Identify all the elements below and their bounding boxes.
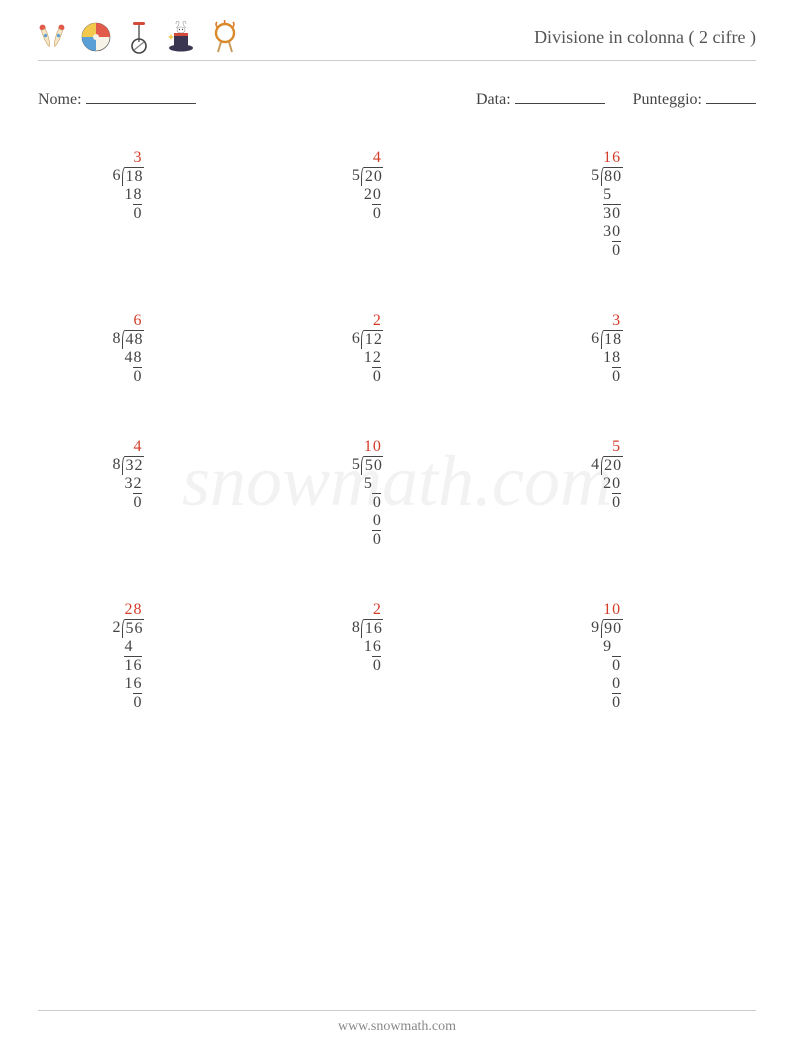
divisor: 5 [347,167,361,186]
division-problem: 2816160 [277,601,516,712]
division-problem: 3618180 [517,312,756,386]
divisor: 8 [108,330,122,349]
date-label: Data: [476,89,605,109]
score-label: Punteggio: [633,89,756,109]
date-label-text: Data: [476,91,511,108]
name-label-text: Nome: [38,91,82,108]
division-problem: 16580530300 [517,149,756,260]
quotient: 6 [122,312,143,330]
dividend: 48 [122,330,144,349]
worksheet-header: Divisione in colonna ( 2 cifre ) [38,20,756,61]
quotient: 4 [361,149,382,167]
divisor: 9 [587,619,601,638]
quotient: 3 [122,149,143,167]
quotient: 4 [122,438,143,456]
division-problem: 4520200 [277,149,516,260]
dividend: 20 [601,456,623,475]
divisor: 8 [108,456,122,475]
divisor: 5 [347,456,361,475]
dividend: 80 [601,167,623,186]
dividend: 56 [122,619,144,638]
dividend: 32 [122,456,144,475]
date-blank[interactable] [515,89,605,104]
dividend: 12 [361,330,383,349]
name-blank[interactable] [86,89,196,104]
unicycle-icon [126,20,152,54]
quotient: 3 [601,312,622,330]
dividend: 16 [361,619,383,638]
divisor: 2 [108,619,122,638]
dividend: 18 [601,330,623,349]
dividend: 50 [361,456,383,475]
score-label-text: Punteggio: [633,91,702,108]
problems-grid: 3618180452020016580530300684848026121203… [38,149,756,712]
magic-hat-icon [166,20,196,54]
quotient: 2 [361,312,382,330]
divisor: 6 [587,330,601,349]
score-blank[interactable] [706,89,756,104]
quotient: 16 [601,149,622,167]
division-problem: 6848480 [38,312,277,386]
division-problem: 105505000 [277,438,516,549]
divisor: 5 [587,167,601,186]
header-icons [38,20,240,54]
division-problem: 109909000 [517,601,756,712]
info-row: Nome: Data: Punteggio: [38,89,756,109]
fire-ring-icon [210,20,240,54]
quotient: 10 [361,438,382,456]
juggling-pins-icon [38,21,66,53]
division-problem: 5420200 [517,438,756,549]
division-problem: 2612120 [277,312,516,386]
quotient: 28 [122,601,143,619]
dividend: 90 [601,619,623,638]
divisor: 4 [587,456,601,475]
dividend: 18 [122,167,144,186]
name-label: Nome: [38,89,196,109]
dividend: 20 [361,167,383,186]
worksheet-title: Divisione in colonna ( 2 cifre ) [534,27,756,48]
division-problem: 3618180 [38,149,277,260]
footer: www.snowmath.com [0,1010,794,1035]
division-problem: 4832320 [38,438,277,549]
beach-ball-icon [80,21,112,53]
division-problem: 28256416160 [38,601,277,712]
footer-text: www.snowmath.com [338,1019,456,1034]
quotient: 10 [601,601,622,619]
divisor: 6 [108,167,122,186]
divisor: 6 [347,330,361,349]
divisor: 8 [347,619,361,638]
quotient: 5 [601,438,622,456]
quotient: 2 [361,601,382,619]
